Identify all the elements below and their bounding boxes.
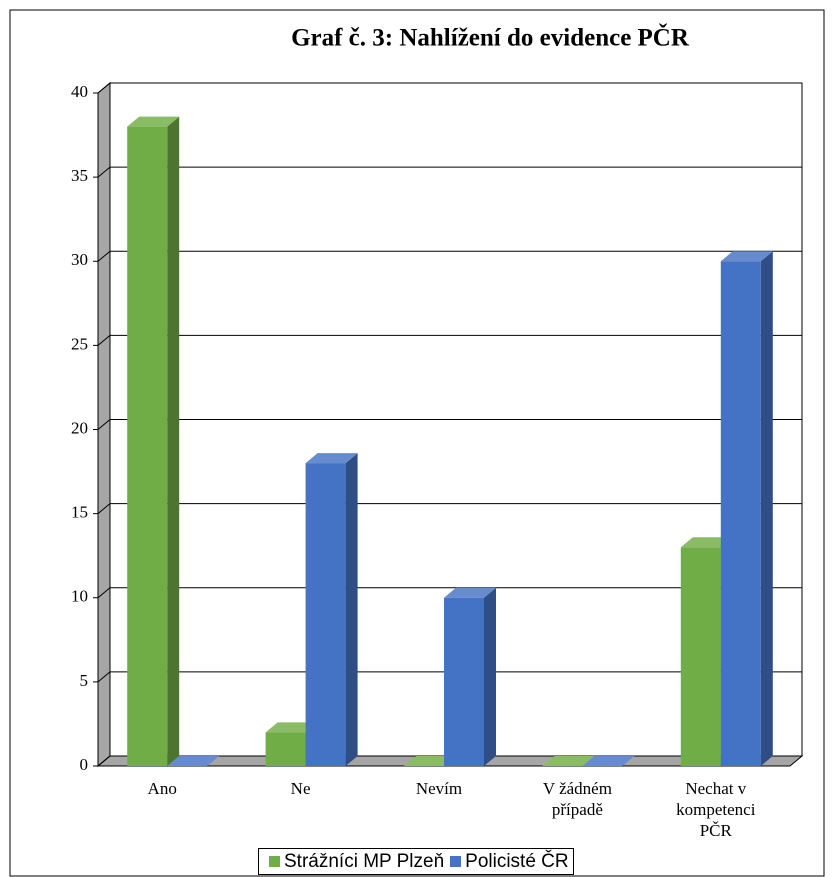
grid-line: [97, 250, 802, 262]
legend-label: Policisté ČR: [465, 850, 569, 872]
y-tick-label: 10: [71, 587, 88, 606]
y-tick-label: 40: [71, 82, 88, 101]
grid-line: [97, 503, 802, 515]
bar: [305, 453, 358, 766]
y-tick-label: 30: [71, 250, 88, 269]
grid-line: [97, 671, 802, 683]
legend-label: Strážníci MP Plzeň: [284, 850, 445, 872]
x-tick-label: Nechat v kompetenci PČR: [676, 779, 756, 840]
legend-swatch: [269, 856, 280, 867]
x-tick-label: Nevím: [415, 779, 463, 798]
x-tick-label: Ne: [290, 779, 311, 798]
y-tick-label: 20: [71, 418, 88, 437]
x-tick-label: V žádném případě: [542, 779, 612, 819]
bar: [167, 756, 220, 766]
grid-line: [97, 587, 802, 599]
legend-swatch: [450, 856, 462, 867]
y-tick-label: 5: [80, 671, 89, 690]
grid-line: [97, 419, 802, 430]
bar: [582, 756, 635, 766]
grid-line: [97, 82, 802, 94]
legend: Strážníci MP Plzeň Policisté ČR: [258, 848, 574, 875]
y-tick-label: 0: [80, 755, 89, 774]
grid-line: [97, 334, 802, 346]
chart-border: [9, 9, 825, 877]
y-tick-label: 25: [71, 334, 88, 353]
chart-title: Graf č. 3: Nahlížení do evidence PČR: [291, 23, 690, 52]
grid-line: [97, 166, 802, 178]
bar: [720, 251, 773, 766]
y-tick-label: 35: [71, 166, 88, 185]
bar: [127, 116, 180, 766]
bar: [444, 587, 496, 766]
bar: [542, 756, 595, 766]
y-tick-label: 15: [71, 503, 88, 522]
bar: [404, 756, 456, 766]
x-tick-label: Ano: [147, 779, 177, 798]
